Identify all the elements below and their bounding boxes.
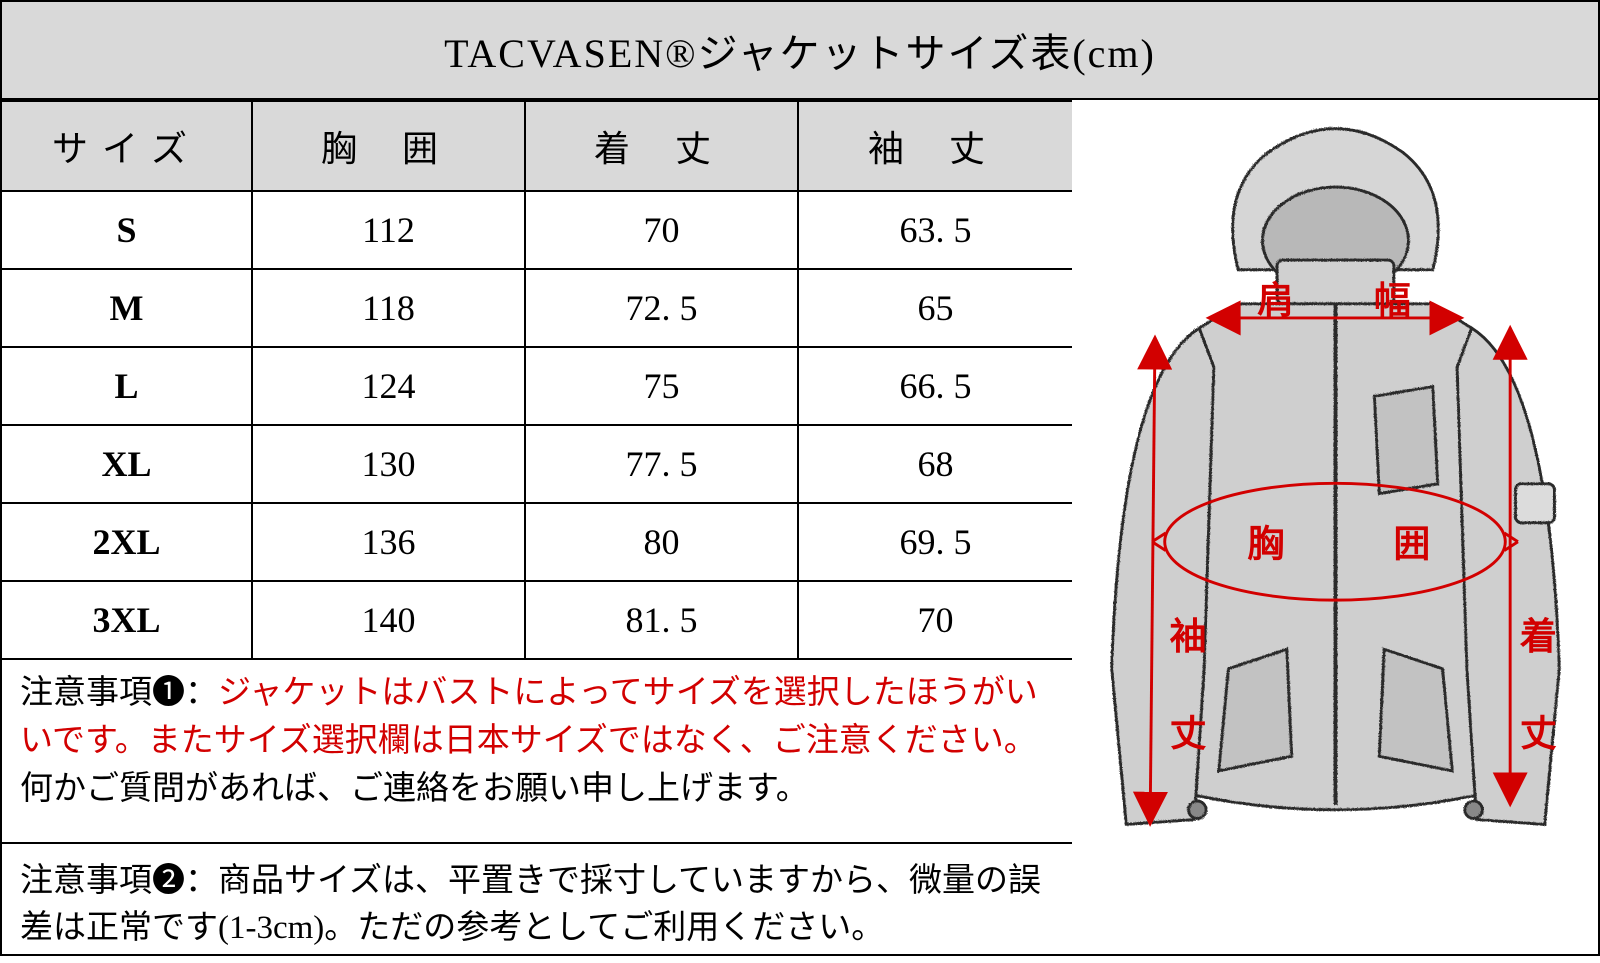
cell: 80 xyxy=(525,503,798,581)
left-column: サイズ 胸 囲 着 丈 袖 丈 S 112 70 63. 5 M 118 72.… xyxy=(2,100,1072,954)
col-length: 着 丈 xyxy=(525,101,798,191)
cell: 65 xyxy=(798,269,1072,347)
page-title: TACVASEN®ジャケットサイズ表(cm) xyxy=(2,2,1598,100)
label-sleeve-1: 袖 xyxy=(1170,616,1207,657)
cell: 75 xyxy=(525,347,798,425)
table-header-row: サイズ 胸 囲 着 丈 袖 丈 xyxy=(2,101,1072,191)
label-chest-1: 胸 xyxy=(1247,523,1284,564)
table-row: S 112 70 63. 5 xyxy=(2,191,1072,269)
content-row: サイズ 胸 囲 着 丈 袖 丈 S 112 70 63. 5 M 118 72.… xyxy=(2,100,1598,954)
cell: 81. 5 xyxy=(525,581,798,659)
note-1: 注意事項❶：ジャケットはバストによってサイズを選択したほうがいいです。またサイズ… xyxy=(20,670,1054,814)
notes-block: 注意事項❶：ジャケットはバストによってサイズを選択したほうがいいです。またサイズ… xyxy=(2,660,1072,963)
size-table: サイズ 胸 囲 着 丈 袖 丈 S 112 70 63. 5 M 118 72.… xyxy=(2,100,1072,660)
cell: 77. 5 xyxy=(525,425,798,503)
note1-label: 注意事項❶： xyxy=(20,675,218,711)
table-row: L 124 75 66. 5 xyxy=(2,347,1072,425)
size-chart-container: TACVASEN®ジャケットサイズ表(cm) サイズ 胸 囲 着 丈 袖 丈 S… xyxy=(0,0,1600,956)
cell: 136 xyxy=(252,503,525,581)
cell: 140 xyxy=(252,581,525,659)
cell: 112 xyxy=(252,191,525,269)
col-chest: 胸 囲 xyxy=(252,101,525,191)
cell: 124 xyxy=(252,347,525,425)
cell: 3XL xyxy=(2,581,252,659)
label-shoulder-2: 幅 xyxy=(1374,280,1411,321)
label-chest-2: 囲 xyxy=(1393,523,1430,564)
col-sleeve: 袖 丈 xyxy=(798,101,1072,191)
label-sleeve-2: 丈 xyxy=(1170,713,1207,754)
note2-label: 注意事項❷： xyxy=(20,863,218,899)
right-column: 肩 幅 胸 囲 袖 丈 着 丈 xyxy=(1072,100,1598,954)
table-row: XL 130 77. 5 68 xyxy=(2,425,1072,503)
cell: L xyxy=(2,347,252,425)
cell: 2XL xyxy=(2,503,252,581)
cell: 118 xyxy=(252,269,525,347)
note-2: 注意事項❷：商品サイズは、平置きで採寸していますから、微量の誤差は正常です(1-… xyxy=(20,858,1054,954)
cell: 69. 5 xyxy=(798,503,1072,581)
cell: 63. 5 xyxy=(798,191,1072,269)
table-row: 3XL 140 81. 5 70 xyxy=(2,581,1072,659)
col-size: サイズ xyxy=(2,101,252,191)
separator-line xyxy=(2,842,1072,844)
cell: 72. 5 xyxy=(525,269,798,347)
cell: M xyxy=(2,269,252,347)
table-row: M 118 72. 5 65 xyxy=(2,269,1072,347)
table-row: 2XL 136 80 69. 5 xyxy=(2,503,1072,581)
jacket-diagram: 肩 幅 胸 囲 袖 丈 着 丈 xyxy=(1082,120,1588,944)
cell: 70 xyxy=(798,581,1072,659)
cell: 68 xyxy=(798,425,1072,503)
note1-tail: 何かご質問があれば、ご連絡をお願い申し上げます。 xyxy=(20,771,809,807)
label-length-1: 着 xyxy=(1520,616,1557,657)
cell: XL xyxy=(2,425,252,503)
label-shoulder-1: 肩 xyxy=(1257,279,1294,321)
cell: 66. 5 xyxy=(798,347,1072,425)
cell: S xyxy=(2,191,252,269)
label-length-2: 丈 xyxy=(1520,713,1557,754)
cell: 130 xyxy=(252,425,525,503)
cell: 70 xyxy=(525,191,798,269)
